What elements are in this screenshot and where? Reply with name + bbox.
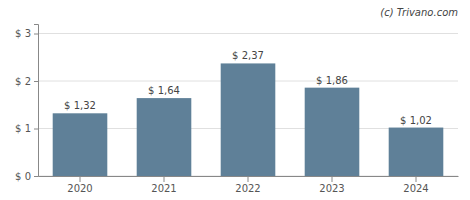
x-tick-mark bbox=[164, 176, 165, 182]
y-tick-mark bbox=[34, 176, 38, 177]
x-tick: 2023 bbox=[319, 176, 344, 194]
y-tick-mark bbox=[34, 81, 38, 82]
bar bbox=[137, 98, 192, 176]
y-tick-label: $ 2 bbox=[15, 76, 31, 87]
x-tick-label: 2023 bbox=[319, 183, 344, 194]
y-tick: $ 2 bbox=[15, 76, 38, 87]
chart-svg: 20202021202220232024$ 0$ 1$ 2$ 3$ 1,32$ … bbox=[0, 0, 470, 200]
grid bbox=[38, 34, 458, 177]
data-label: $ 1,86 bbox=[316, 75, 348, 86]
x-tick: 2024 bbox=[403, 176, 428, 194]
x-tick-label: 2020 bbox=[67, 183, 92, 194]
watermark: (c) Trivano.com bbox=[380, 7, 458, 18]
y-axis: $ 0 $ 1 $ 2 $ 3 bbox=[15, 25, 38, 182]
x-tick-label: 2021 bbox=[151, 183, 176, 194]
x-tick-mark bbox=[416, 176, 417, 182]
y-tick-mark bbox=[34, 129, 38, 130]
y-tick-mark bbox=[34, 34, 38, 35]
y-axis-line bbox=[34, 25, 39, 177]
data-label: $ 1,32 bbox=[64, 100, 96, 111]
data-labels: $ 1,32 $ 1,64 $ 2,37 $ 1,86 $ 1,02 bbox=[64, 50, 432, 125]
y-tick-label: $ 3 bbox=[15, 28, 31, 39]
y-tick: $ 3 bbox=[15, 28, 38, 39]
y-tick-label: $ 0 bbox=[15, 171, 31, 182]
bar bbox=[53, 113, 108, 176]
x-tick: 2022 bbox=[235, 176, 260, 194]
data-label: $ 1,02 bbox=[400, 115, 432, 126]
x-tick-mark bbox=[332, 176, 333, 182]
x-tick-mark bbox=[80, 176, 81, 182]
chart-container: 20202021202220232024$ 0$ 1$ 2$ 3$ 1,32$ … bbox=[0, 0, 470, 200]
grid-line bbox=[38, 33, 458, 34]
x-tick: 2020 bbox=[67, 176, 92, 194]
x-axis: 2020 2021 2022 2023 2024 bbox=[39, 176, 459, 194]
x-tick: 2021 bbox=[151, 176, 176, 194]
bar bbox=[389, 128, 444, 176]
plot-area: 20202021202220232024$ 0$ 1$ 2$ 3$ 1,32$ … bbox=[15, 25, 458, 195]
y-tick-label: $ 1 bbox=[15, 123, 31, 134]
y-tick: $ 1 bbox=[15, 123, 38, 134]
x-tick-label: 2024 bbox=[403, 183, 428, 194]
y-tick: $ 0 bbox=[15, 171, 38, 182]
x-tick-label: 2022 bbox=[235, 183, 260, 194]
bars bbox=[53, 63, 444, 176]
data-label: $ 2,37 bbox=[232, 50, 264, 61]
annotations: (c) Trivano.com bbox=[380, 7, 458, 18]
bar bbox=[221, 63, 276, 176]
data-label: $ 1,64 bbox=[148, 85, 180, 96]
x-tick-mark bbox=[248, 176, 249, 182]
bar bbox=[305, 88, 360, 176]
